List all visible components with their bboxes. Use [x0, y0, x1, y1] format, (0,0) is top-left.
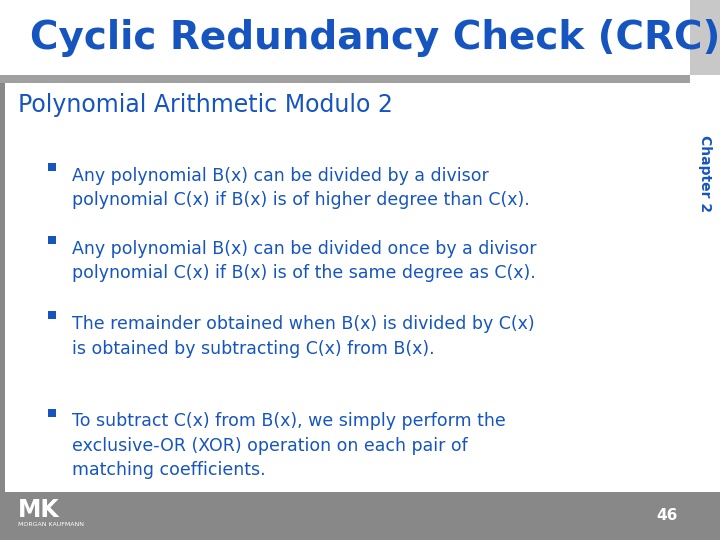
Text: Any polynomial B(x) can be divided by a divisor
polynomial C(x) if B(x) is of hi: Any polynomial B(x) can be divided by a … — [72, 167, 530, 209]
Text: Any polynomial B(x) can be divided once by a divisor
polynomial C(x) if B(x) is : Any polynomial B(x) can be divided once … — [72, 240, 536, 282]
Text: Cyclic Redundancy Check (CRC): Cyclic Redundancy Check (CRC) — [30, 19, 720, 57]
Text: Chapter 2: Chapter 2 — [698, 135, 712, 212]
Text: MK: MK — [18, 498, 60, 522]
Text: Polynomial Arithmetic Modulo 2: Polynomial Arithmetic Modulo 2 — [18, 93, 393, 117]
Bar — [0, 83, 5, 492]
Text: To subtract C(x) from B(x), we simply perform the
exclusive-OR (XOR) operation o: To subtract C(x) from B(x), we simply pe… — [72, 413, 505, 479]
Text: The remainder obtained when B(x) is divided by C(x)
is obtained by subtracting C: The remainder obtained when B(x) is divi… — [72, 315, 535, 357]
Bar — [690, 0, 720, 75]
Bar — [48, 235, 56, 244]
Text: 46: 46 — [657, 509, 678, 523]
Text: MORGAN KAUFMANN: MORGAN KAUFMANN — [18, 523, 84, 528]
Bar — [0, 75, 690, 83]
Bar — [48, 408, 56, 416]
Bar — [0, 492, 720, 540]
Bar — [48, 311, 56, 319]
Bar — [48, 163, 56, 171]
